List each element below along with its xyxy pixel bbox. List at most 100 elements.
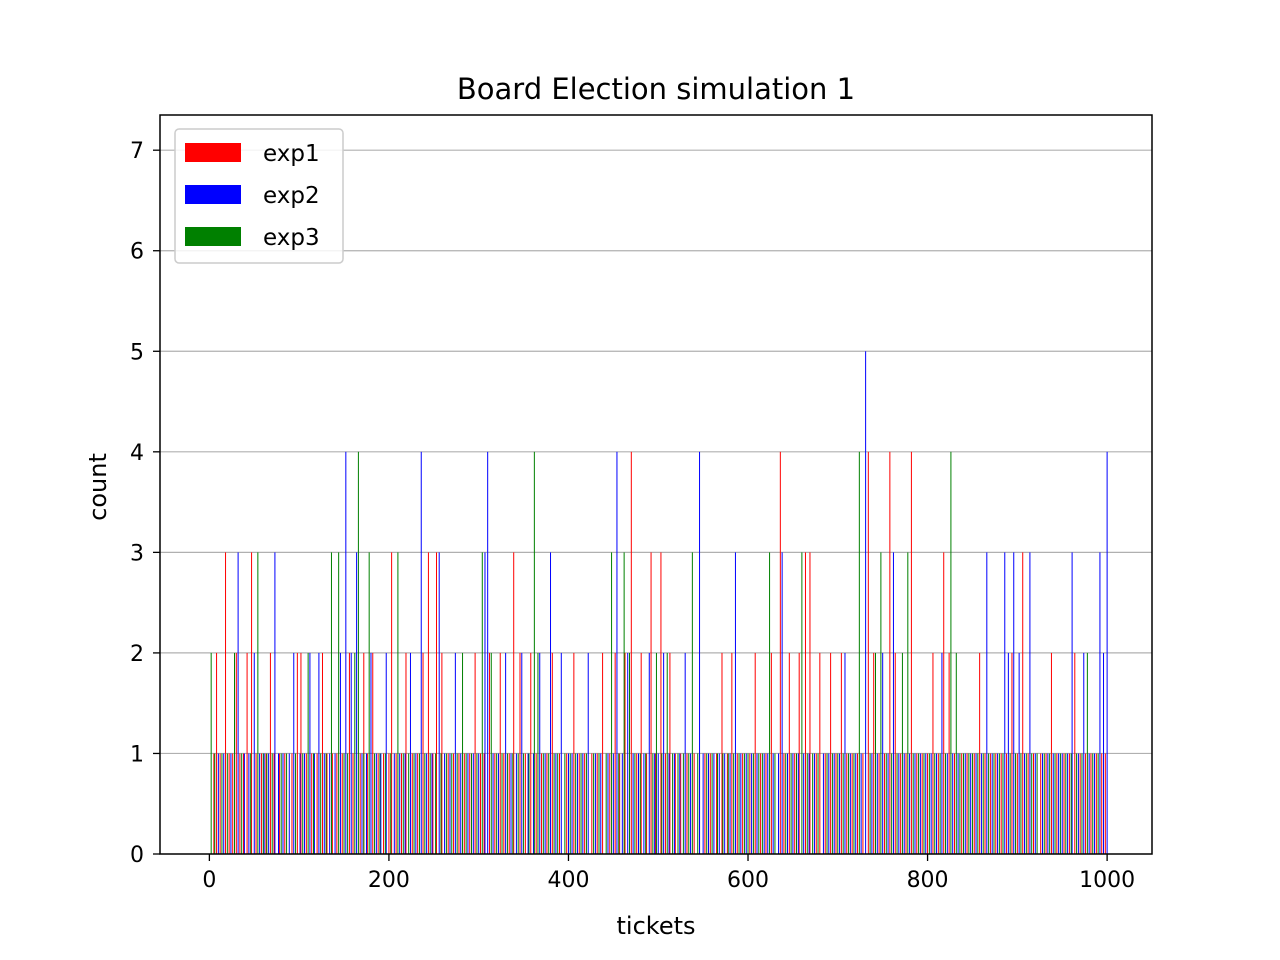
bar-exp2: [259, 753, 261, 854]
bar-exp3: [313, 753, 315, 854]
bar-exp2: [356, 552, 358, 854]
bar-exp3: [722, 753, 724, 854]
bar-exp2: [237, 552, 239, 854]
bar-exp2: [532, 753, 534, 854]
series-exp3: [210, 451, 1099, 854]
bar-exp3: [848, 753, 850, 854]
bar-exp1: [760, 753, 762, 854]
bar-exp2: [925, 753, 927, 854]
bar-exp1: [674, 753, 676, 854]
bar-exp1: [388, 753, 390, 854]
bar-exp1: [273, 753, 275, 854]
bar-exp1: [669, 652, 671, 854]
bar-exp3: [490, 652, 492, 854]
bar-exp1: [235, 652, 237, 854]
bar-exp1: [422, 652, 424, 854]
bar-exp2: [654, 753, 656, 854]
bar-exp3: [542, 753, 544, 854]
bar-exp1: [640, 652, 642, 854]
bar-exp1: [305, 753, 307, 854]
bar-exp1: [1045, 753, 1047, 854]
bar-exp2: [288, 753, 290, 854]
bar-exp1: [1006, 753, 1008, 854]
bar-exp1: [242, 753, 244, 854]
bar-exp3: [645, 753, 647, 854]
bar-exp2: [1094, 753, 1096, 854]
bar-exp1: [973, 753, 975, 854]
bar-exp1: [602, 652, 604, 854]
bar-exp3: [853, 753, 855, 854]
bar-exp2: [986, 552, 988, 854]
bar-exp1: [551, 652, 553, 854]
bar-exp2: [274, 552, 276, 854]
bar-exp3: [210, 652, 212, 854]
bar-exp2: [431, 753, 433, 854]
bar-exp3: [880, 552, 882, 854]
bar-exp2: [1041, 753, 1043, 854]
bar-exp2: [724, 753, 726, 854]
bar-exp3: [347, 753, 349, 854]
bar-exp1: [584, 753, 586, 854]
bar-exp2: [914, 753, 916, 854]
bar-exp1: [921, 753, 923, 854]
bar-exp1: [804, 552, 806, 854]
bar-exp3: [605, 753, 607, 854]
bar-exp1: [900, 753, 902, 854]
bar-exp1: [216, 652, 218, 854]
bar-exp1: [862, 753, 864, 854]
bar-exp1: [721, 652, 723, 854]
bar-exp1: [894, 652, 896, 854]
bar-exp3: [955, 652, 957, 854]
bar-exp1: [1032, 753, 1034, 854]
bar-exp1: [372, 652, 374, 854]
bar-exp1: [835, 753, 837, 854]
bar-exp2: [539, 652, 541, 854]
bar-exp3: [593, 753, 595, 854]
bar-exp2: [936, 753, 938, 854]
bar-exp2: [497, 753, 499, 854]
bar-exp1: [783, 753, 785, 854]
series-exp1: [213, 451, 1106, 854]
bar-exp1: [524, 753, 526, 854]
bar-exp2: [882, 652, 884, 854]
bar-exp1: [1050, 652, 1052, 854]
bar-exp2: [855, 753, 857, 854]
bar-exp2: [1071, 552, 1073, 854]
bar-exp1: [321, 652, 323, 854]
bar-exp2: [527, 753, 529, 854]
bar-exp1: [447, 753, 449, 854]
bar-exp1: [219, 753, 221, 854]
bar-exp2: [576, 753, 578, 854]
bar-exp3: [262, 753, 264, 854]
bar-exp2: [1034, 753, 1036, 854]
bar-exp1: [395, 753, 397, 854]
bar-exp3: [652, 753, 654, 854]
bar-exp3: [885, 753, 887, 854]
bar-exp3: [769, 552, 771, 854]
bar-exp1: [742, 753, 744, 854]
bar-exp2: [648, 652, 650, 854]
bar-exp1: [558, 753, 560, 854]
bar-exp3: [1025, 753, 1027, 854]
bar-exp3: [429, 753, 431, 854]
bar-exp2: [991, 753, 993, 854]
bar-exp1: [405, 652, 407, 854]
bar-exp3: [634, 753, 636, 854]
bar-exp1: [1085, 753, 1087, 854]
bar-exp2: [268, 753, 270, 854]
bar-exp2: [792, 753, 794, 854]
bar-exp2: [484, 552, 486, 854]
bar-exp1: [1079, 753, 1081, 854]
bar-exp1: [794, 753, 796, 854]
bar-exp1: [660, 552, 662, 854]
bar-exp1: [889, 451, 891, 854]
bar-exp1: [948, 652, 950, 854]
bar-exp3: [569, 753, 571, 854]
bar-exp1: [331, 753, 333, 854]
bar-exp1: [225, 552, 227, 854]
bar-exp2: [460, 753, 462, 854]
bar-exp1: [400, 753, 402, 854]
bar-exp1: [269, 652, 271, 854]
bar-exp1: [494, 753, 496, 854]
bar-exp1: [932, 652, 934, 854]
